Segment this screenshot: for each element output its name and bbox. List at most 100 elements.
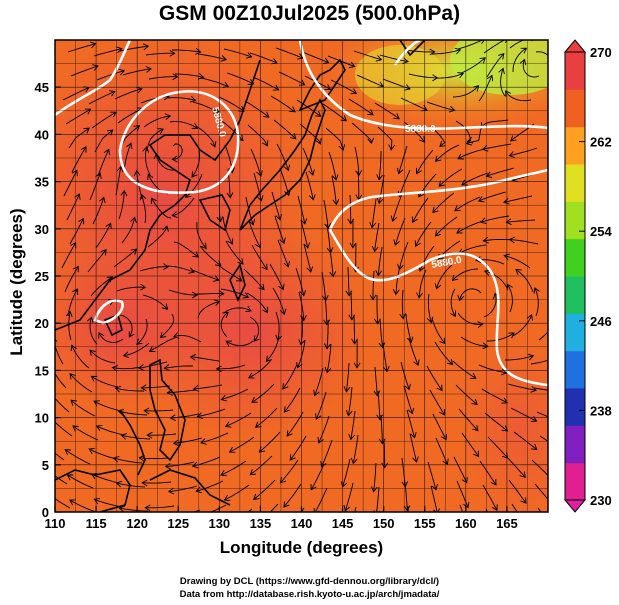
streamline [280, 459, 299, 484]
streamline-arrowhead [406, 336, 414, 344]
streamline-arrowhead [432, 206, 439, 214]
streamline [508, 479, 527, 504]
streamline [116, 482, 146, 488]
streamline-arrowhead [249, 469, 257, 476]
streamline-arrowhead [251, 396, 258, 403]
streamline-arrowhead [324, 84, 332, 91]
streamline [88, 91, 116, 105]
streamline [160, 313, 175, 338]
streamline [328, 151, 337, 180]
streamline [55, 421, 73, 437]
streamline [482, 143, 512, 150]
streamline [147, 225, 168, 248]
streamline-arrowhead [172, 332, 180, 339]
streamline-arrowhead [83, 127, 90, 134]
streamline [298, 291, 305, 321]
streamline-arrowhead [350, 457, 358, 465]
streamline [506, 219, 536, 223]
streamline [68, 127, 90, 149]
streamline-arrowhead [299, 290, 307, 297]
streamline-arrowhead [446, 358, 454, 366]
y-tick-label: 25 [35, 269, 49, 284]
streamline-arrowhead [130, 216, 137, 224]
streamline-arrowhead [315, 413, 322, 420]
streamline [347, 386, 353, 416]
streamline [377, 126, 393, 150]
streamline [458, 244, 487, 255]
streamline-arrowhead [519, 471, 526, 479]
streamline [221, 388, 249, 401]
streamline [145, 52, 175, 56]
streamline [88, 448, 117, 460]
streamline-arrowhead [345, 410, 353, 417]
streamline-arrowhead [49, 391, 54, 397]
streamline [408, 73, 438, 79]
streamline-arrowhead [118, 505, 126, 512]
streamline [478, 191, 507, 202]
streamline [269, 263, 284, 290]
streamline-arrowhead [262, 140, 269, 147]
streamline-arrowhead [116, 46, 123, 54]
streamline [168, 289, 198, 296]
streamline-arrowhead [284, 189, 291, 197]
streamline-arrowhead [70, 344, 77, 352]
streamline-arrowhead [406, 530, 412, 535]
streamline [303, 243, 312, 273]
streamline-arrowhead [66, 474, 74, 481]
streamline [225, 412, 252, 427]
streamline-arrowhead [498, 53, 505, 60]
streamline-arrowhead [457, 153, 464, 160]
streamline [250, 148, 262, 177]
streamline-arrowhead [220, 55, 228, 62]
streamline [223, 48, 252, 58]
streamline-arrowhead [369, 222, 377, 229]
streamline [481, 119, 509, 129]
streamline [452, 85, 479, 98]
streamline [419, 245, 435, 272]
streamline [98, 332, 124, 343]
streamline [539, 435, 548, 442]
colorbar-segment [565, 350, 585, 389]
streamline [380, 414, 383, 444]
streamline [141, 194, 147, 224]
streamline-arrowhead [403, 505, 411, 512]
streamline [144, 409, 174, 412]
streamline [401, 289, 404, 319]
streamline [457, 312, 483, 325]
streamline-arrowhead [530, 386, 537, 393]
streamline-arrowhead [505, 90, 512, 97]
streamline-arrowhead [456, 227, 463, 234]
colorbar-segment [565, 313, 585, 352]
streamline [275, 311, 280, 341]
x-axis-label: Longitude (degrees) [219, 538, 384, 557]
x-tick-label: 110 [45, 516, 66, 531]
streamline [55, 343, 64, 365]
streamline [69, 499, 97, 512]
streamline [459, 288, 482, 301]
streamline-arrowhead [442, 458, 449, 466]
colorbar-top-arrow [563, 39, 587, 53]
streamline-arrowhead [283, 261, 290, 268]
streamline [299, 123, 321, 145]
streamline-arrowhead [504, 40, 508, 44]
streamline [434, 72, 464, 79]
x-tick-label: 140 [291, 516, 313, 531]
streamline [505, 455, 526, 478]
streamline [251, 244, 268, 270]
streamline [296, 99, 321, 117]
streamline [487, 436, 509, 459]
streamline-arrowhead [439, 140, 446, 147]
streamline [507, 284, 513, 313]
streamline [148, 76, 178, 80]
streamline-arrowhead [439, 337, 446, 345]
streamline [89, 349, 116, 364]
streamline [454, 196, 481, 212]
streamline-arrowhead [352, 266, 360, 273]
streamline-arrowhead [286, 430, 293, 437]
streamline-arrowhead [216, 216, 224, 223]
streamline-arrowhead [477, 196, 485, 203]
streamline [395, 265, 401, 295]
streamline [249, 316, 260, 342]
streamline-arrowhead [323, 319, 331, 326]
x-tick-label: 150 [373, 516, 395, 531]
